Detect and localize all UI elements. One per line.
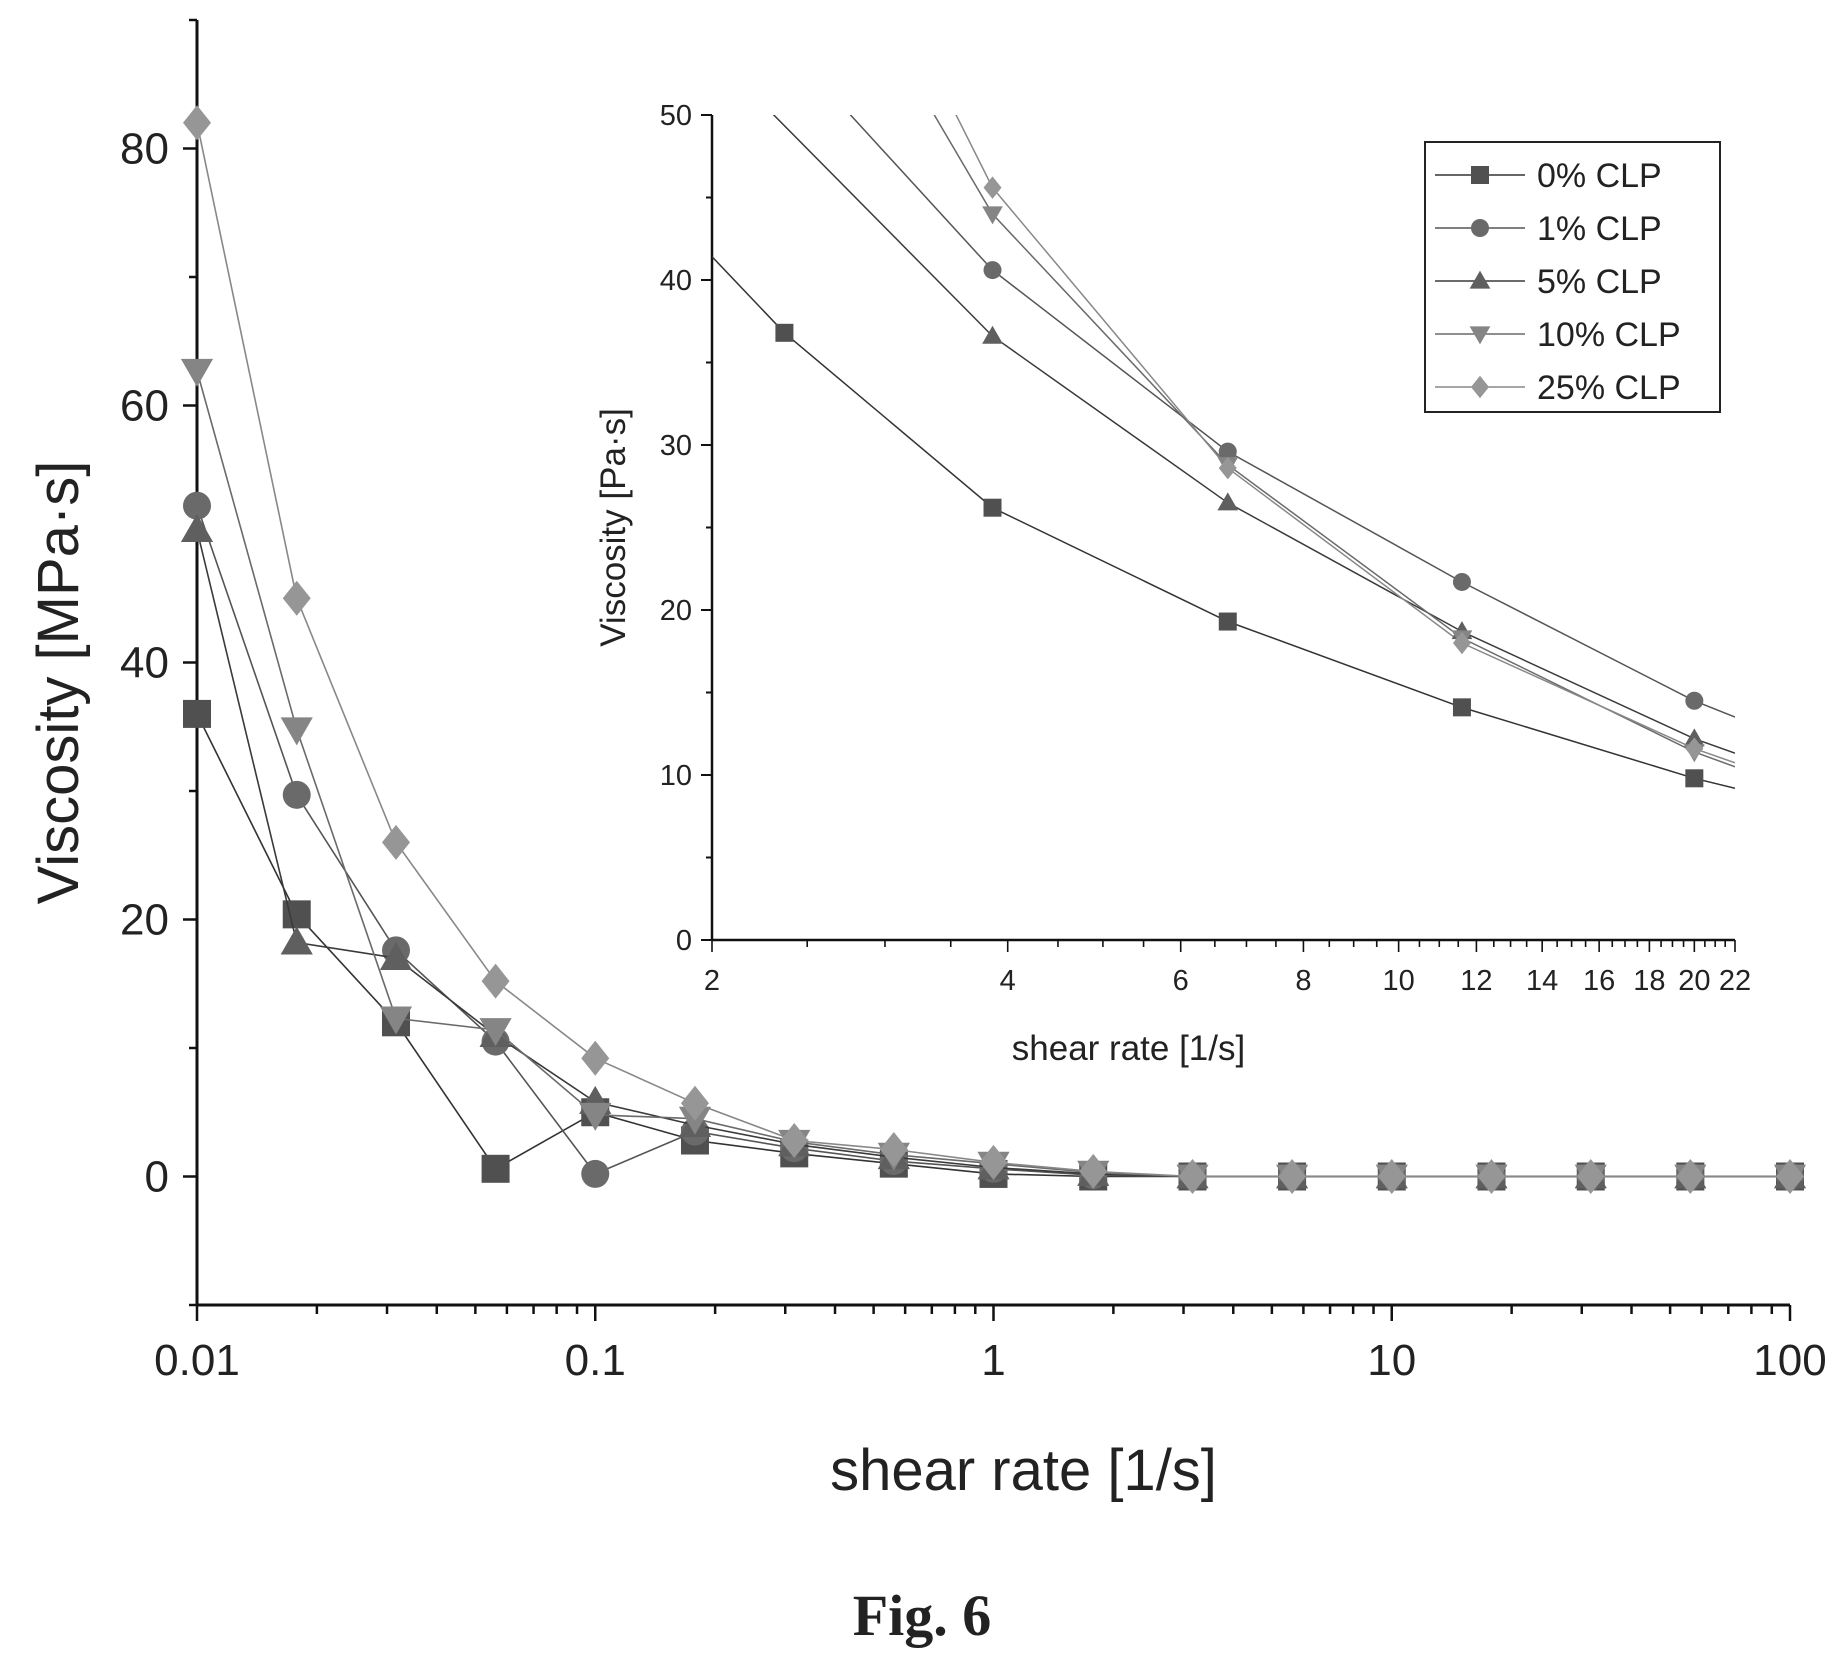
inset-x-tick-label: 18 bbox=[1633, 965, 1665, 997]
main-data-point bbox=[1676, 1159, 1705, 1194]
inset-data-point bbox=[983, 498, 1002, 517]
main-data-point bbox=[282, 780, 311, 809]
inset-data-point bbox=[982, 325, 1003, 344]
main-data-point bbox=[379, 1006, 413, 1035]
inset-x-tick-label: 22 bbox=[1719, 965, 1751, 997]
main-data-point bbox=[180, 514, 214, 543]
inset-x-tick-label: 16 bbox=[1583, 965, 1615, 997]
inset-y-tick-label: 10 bbox=[660, 760, 692, 792]
legend-marker bbox=[1471, 219, 1489, 237]
main-data-point bbox=[1776, 1159, 1804, 1194]
main-data-point bbox=[1477, 1159, 1506, 1194]
inset-data-point bbox=[983, 176, 1002, 199]
inset-x-tick-label: 10 bbox=[1382, 965, 1414, 997]
main-data-point bbox=[581, 1040, 610, 1076]
inset-data-point bbox=[1685, 691, 1704, 710]
inset-series-line bbox=[933, 115, 1735, 768]
main-data-point bbox=[282, 580, 311, 616]
legend-marker bbox=[1469, 270, 1491, 289]
main-data-point bbox=[280, 926, 313, 955]
legend-label: 10% CLP bbox=[1537, 316, 1681, 354]
main-data-point bbox=[481, 963, 510, 999]
main-data-point bbox=[183, 491, 211, 520]
legend-label: 0% CLP bbox=[1537, 157, 1662, 195]
legend-marker bbox=[1471, 375, 1489, 399]
inset-data-point bbox=[1452, 631, 1471, 655]
legend-label: 25% CLP bbox=[1537, 369, 1681, 407]
inset-x-tick-label: 4 bbox=[1000, 965, 1016, 997]
legend-marker bbox=[1469, 326, 1491, 345]
main-data-point bbox=[579, 1102, 612, 1131]
main-x-tick-label: 0.1 bbox=[565, 1336, 626, 1385]
main-x-tick-label: 10 bbox=[1367, 1336, 1416, 1385]
inset-data-point bbox=[1452, 572, 1471, 591]
figure-caption: Fig. 6 bbox=[853, 1583, 992, 1648]
inset-data-point bbox=[1685, 769, 1704, 788]
main-data-point bbox=[1079, 1153, 1108, 1189]
inset-x-tick-label: 8 bbox=[1295, 965, 1311, 997]
main-x-tick-label: 100 bbox=[1753, 1336, 1826, 1385]
main-data-point bbox=[1377, 1159, 1406, 1194]
inset-data-point bbox=[775, 323, 794, 342]
main-y-tick-label: 40 bbox=[120, 639, 169, 688]
inset-chart: 0 10 20 30 40 50 2 4 6 8 10 12 14 16 18 20 22 shear rate … bbox=[594, 95, 1755, 1068]
main-y-tick-label: 20 bbox=[120, 896, 169, 945]
main-data-point bbox=[879, 1132, 908, 1168]
main-y-tick-label: 0 bbox=[145, 1153, 169, 1202]
inset-data-point bbox=[1218, 456, 1237, 480]
main-y-axis-title: Viscosity [MPa·s] bbox=[26, 461, 91, 905]
inset-legend: 0% CLP 1% CLP 5% CLP 10% CLP 25% CLP bbox=[1424, 141, 1721, 413]
main-data-point bbox=[180, 358, 214, 387]
inset-y-tick-label: 40 bbox=[660, 265, 692, 297]
inset-y-tick-label: 30 bbox=[660, 430, 692, 462]
main-data-point bbox=[479, 1018, 512, 1047]
inset-data-point bbox=[1452, 698, 1471, 717]
main-data-point bbox=[979, 1144, 1008, 1180]
main-data-point bbox=[678, 1106, 712, 1135]
inset-y-tick-label: 20 bbox=[660, 595, 692, 627]
inset-data-point bbox=[982, 206, 1003, 225]
inset-data-point bbox=[1218, 612, 1237, 631]
main-data-point bbox=[183, 699, 211, 728]
inset-x-axis-title: shear rate [1/s] bbox=[1012, 1029, 1245, 1068]
inset-x-tick-label: 14 bbox=[1526, 965, 1558, 997]
legend-label: 1% CLP bbox=[1537, 210, 1662, 248]
main-data-point bbox=[481, 1154, 510, 1183]
main-data-point bbox=[780, 1123, 809, 1159]
legend-box bbox=[1424, 141, 1721, 413]
main-data-point bbox=[280, 717, 313, 746]
legend-marker bbox=[1471, 166, 1489, 184]
inset-data-point bbox=[1218, 442, 1237, 461]
inset-y-axis-title: Viscosity [Pa·s] bbox=[594, 408, 633, 647]
inset-y-tick-label: 0 bbox=[676, 925, 692, 957]
inset-data-point bbox=[1217, 492, 1239, 511]
inset-y-tick-label: 50 bbox=[660, 100, 692, 132]
main-data-point bbox=[581, 1159, 610, 1188]
main-data-point bbox=[1178, 1159, 1207, 1194]
main-x-tick-label: 0.01 bbox=[154, 1336, 240, 1385]
inset-x-tick-label: 6 bbox=[1173, 965, 1189, 997]
main-data-point bbox=[379, 941, 413, 970]
main-data-point bbox=[1278, 1159, 1307, 1194]
main-data-point bbox=[1576, 1159, 1605, 1194]
inset-x-tick-label: 2 bbox=[704, 965, 720, 997]
main-x-tick-label: 1 bbox=[981, 1336, 1005, 1385]
main-y-tick-label: 80 bbox=[120, 125, 169, 174]
main-data-point bbox=[680, 1085, 709, 1121]
legend-label: 5% CLP bbox=[1537, 263, 1662, 301]
inset-data-point bbox=[983, 261, 1002, 280]
main-data-point bbox=[183, 105, 211, 141]
main-x-axis-title: shear rate [1/s] bbox=[830, 1438, 1217, 1503]
main-y-tick-label: 60 bbox=[120, 382, 169, 431]
inset-x-tick-label: 20 bbox=[1678, 965, 1710, 997]
inset-x-tick-label: 12 bbox=[1460, 965, 1492, 997]
inset-data-point bbox=[1685, 737, 1704, 760]
main-data-point bbox=[382, 824, 411, 860]
